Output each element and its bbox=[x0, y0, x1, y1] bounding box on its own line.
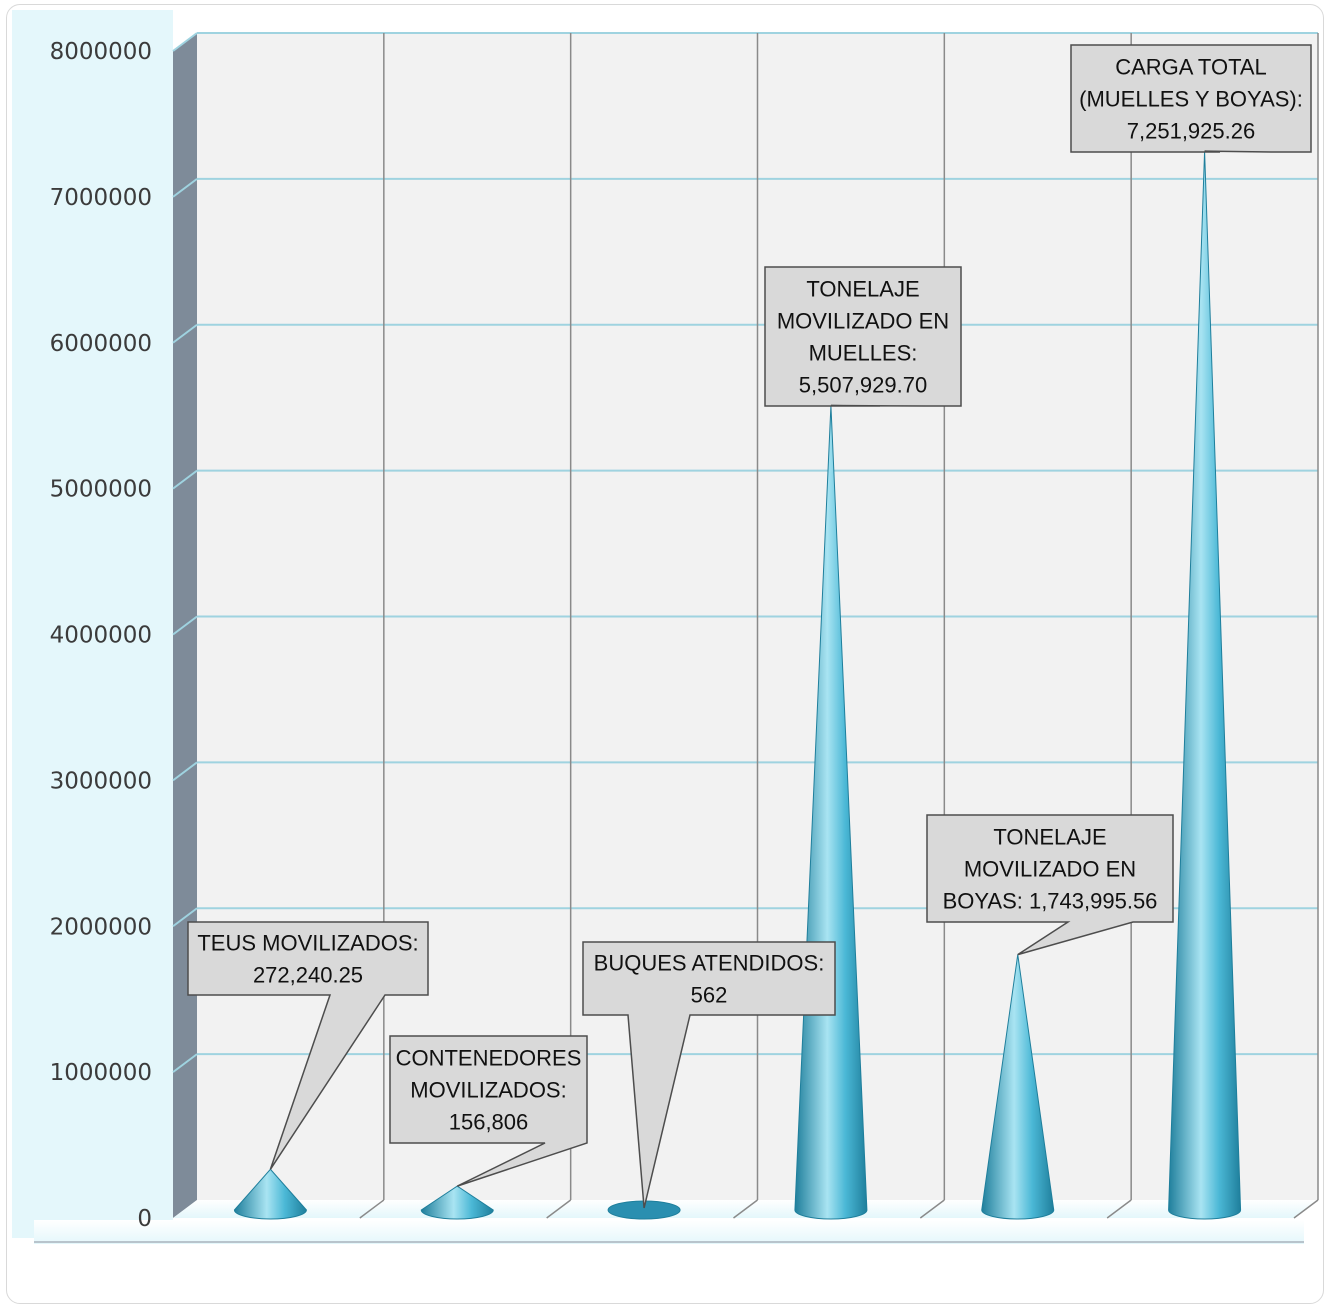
gridline-v-floor bbox=[359, 1199, 385, 1219]
y-tick-label: 3000000 bbox=[50, 768, 152, 794]
callout-box bbox=[926, 814, 1174, 956]
gridline-v-floor bbox=[1293, 1199, 1319, 1219]
gridline-h-side bbox=[172, 1053, 198, 1073]
callout-box bbox=[1070, 44, 1312, 153]
data-label-text: 5,507,929.70 bbox=[799, 373, 927, 398]
callout-box bbox=[187, 921, 429, 1170]
y-tick-label: 2000000 bbox=[50, 914, 152, 940]
data-label-text: MOVILIZADOS: bbox=[410, 1078, 566, 1103]
cone-body bbox=[1168, 151, 1242, 1220]
data-label-text: CONTENEDORES bbox=[396, 1046, 582, 1071]
data-label-text: (MUELLES Y BOYAS): bbox=[1079, 87, 1303, 112]
y-tick-label: 6000000 bbox=[50, 331, 152, 357]
floor-base bbox=[34, 1220, 1304, 1244]
data-label-text: 156,806 bbox=[449, 1110, 529, 1135]
data-label-text: BUQUES ATENDIDOS: bbox=[594, 951, 825, 976]
gridline-h-side bbox=[172, 615, 198, 636]
y-tick-label: 0 bbox=[137, 1206, 152, 1232]
data-label-callout: CONTENEDORES MOVILIZADOS: 156,806 bbox=[389, 1035, 588, 1187]
data-label-callout: CARGA TOTAL (MUELLES Y BOYAS): 7,251,925.2… bbox=[1070, 44, 1312, 153]
gridline-v-floor bbox=[919, 1199, 945, 1219]
y-tick-label: 4000000 bbox=[50, 623, 152, 649]
data-label-text: MOVILIZADO EN bbox=[777, 309, 949, 334]
data-label-callout: TONELAJE MOVILIZADO EN BOYAS: 1,743,995.56 bbox=[926, 814, 1174, 956]
cone-bar bbox=[1168, 151, 1242, 1220]
gridline-h-side bbox=[172, 469, 198, 490]
data-label-callout: BUQUES ATENDIDOS: 562 bbox=[582, 941, 836, 1209]
cone-body bbox=[420, 1185, 494, 1220]
cone-bar bbox=[981, 954, 1055, 1220]
data-label-text: MUELLES: bbox=[809, 341, 918, 366]
y-tick-label: 8000000 bbox=[50, 39, 152, 65]
callout-box bbox=[582, 941, 836, 1209]
data-label-text: CARGA TOTAL bbox=[1115, 55, 1267, 80]
gridline-h-side bbox=[172, 323, 198, 344]
gridline-v-floor bbox=[1106, 1199, 1132, 1219]
data-label-text: TONELAJE bbox=[993, 825, 1106, 850]
data-label-text: TONELAJE bbox=[806, 277, 919, 302]
y-tick-label: 5000000 bbox=[50, 477, 152, 503]
gridline-v-floor bbox=[546, 1199, 572, 1219]
left-panel bbox=[12, 10, 173, 1238]
callout-box bbox=[764, 266, 962, 407]
data-label-text: BOYAS: 1,743,995.56 bbox=[943, 889, 1158, 914]
data-label-callout: TEUS MOVILIZADOS: 272,240.25 bbox=[187, 921, 429, 1170]
cone-body bbox=[233, 1168, 307, 1220]
y-tick-label: 7000000 bbox=[50, 185, 152, 211]
data-label-text: MOVILIZADO EN bbox=[964, 857, 1136, 882]
cone-bar bbox=[420, 1185, 494, 1220]
gridline-h-side bbox=[172, 178, 198, 198]
callout-box bbox=[389, 1035, 588, 1187]
gridline-v-floor bbox=[733, 1199, 758, 1219]
gridline-h-side bbox=[172, 761, 198, 782]
gridline-h-side bbox=[172, 907, 198, 928]
cone-bar bbox=[233, 1168, 307, 1220]
gridline-h-side bbox=[172, 32, 198, 52]
y-tick-label: 1000000 bbox=[50, 1060, 152, 1086]
data-label-text: TEUS MOVILIZADOS: bbox=[197, 931, 418, 956]
data-label-text: 272,240.25 bbox=[253, 963, 363, 988]
cone-body bbox=[981, 954, 1055, 1220]
data-label-text: 562 bbox=[691, 983, 728, 1008]
data-label-text: 7,251,925.26 bbox=[1127, 119, 1255, 144]
data-label-callout: TONELAJE MOVILIZADO EN MUELLES: 5,507,929.7… bbox=[764, 266, 962, 407]
